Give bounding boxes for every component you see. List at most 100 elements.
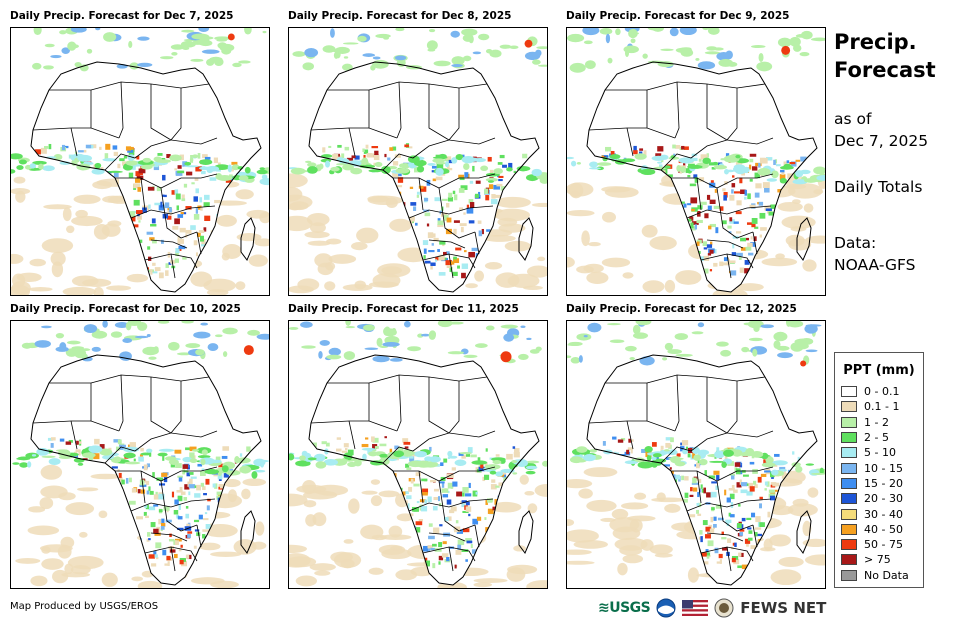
precip-cell <box>404 321 411 328</box>
precip-cell <box>492 506 497 511</box>
precip-cell <box>181 194 185 201</box>
precip-cell <box>346 157 354 161</box>
precip-cell <box>185 229 192 234</box>
precip-cell <box>176 205 180 211</box>
dry-patch <box>324 281 336 291</box>
precip-cell <box>213 157 219 164</box>
precip-cell <box>148 204 151 209</box>
country-border <box>327 382 398 432</box>
precip-cell <box>489 169 494 175</box>
precip-cell <box>728 512 731 517</box>
precip-cell <box>405 463 410 468</box>
precip-cell <box>706 492 712 498</box>
dry-patch <box>617 562 628 576</box>
precip-cell <box>446 557 450 562</box>
precip-cell <box>432 563 436 569</box>
dry-patch <box>309 563 336 571</box>
precip-cell <box>309 541 312 546</box>
precip-cell <box>607 323 621 326</box>
precip-cell <box>500 471 507 475</box>
precip-cell <box>46 224 51 230</box>
precip-cell <box>787 173 795 179</box>
precip-cell <box>430 262 436 266</box>
precip-cell <box>628 28 638 39</box>
precip-cell <box>193 519 200 523</box>
precip-cell <box>415 222 418 226</box>
precip-cell <box>161 522 166 527</box>
precip-cell <box>171 190 176 195</box>
precip-cell <box>431 243 434 246</box>
precip-cell <box>174 540 179 546</box>
dry-patch <box>675 270 702 285</box>
dry-patch <box>52 569 69 584</box>
precip-cell <box>244 166 251 174</box>
precip-cell <box>243 506 251 512</box>
dry-patch <box>640 539 654 551</box>
precip-cell <box>624 164 628 170</box>
precip-cell <box>226 261 233 267</box>
precip-cell <box>713 523 717 528</box>
precip-cell <box>739 532 744 536</box>
precip-cell <box>155 491 158 496</box>
dry-patch <box>314 570 331 576</box>
precip-cell <box>781 270 784 275</box>
precip-cell <box>78 171 86 177</box>
precip-cell <box>683 203 687 208</box>
precip-cell <box>489 470 497 475</box>
dry-patch <box>11 253 24 264</box>
precip-cell <box>598 536 605 541</box>
precip-cell <box>603 225 609 228</box>
precip-cell <box>532 539 537 544</box>
precip-cell <box>416 501 420 504</box>
precip-cell <box>59 438 65 442</box>
precip-cell <box>783 226 788 233</box>
precip-cell <box>771 476 774 479</box>
precip-cell <box>709 199 716 204</box>
precip-cell <box>240 209 244 212</box>
precip-cell <box>34 340 51 348</box>
precip-cell <box>372 253 376 257</box>
precip-cell <box>363 149 369 154</box>
precip-cell <box>460 185 468 190</box>
precip-cell <box>518 469 523 474</box>
dry-patch <box>777 201 803 212</box>
precip-cell <box>358 194 361 197</box>
dry-patch <box>368 567 384 575</box>
precip-cell <box>395 185 403 188</box>
precip-cell <box>657 231 664 235</box>
precip-cell <box>447 450 453 457</box>
precip-cell <box>388 497 392 503</box>
precip-cell <box>502 489 505 493</box>
precip-cell <box>601 172 605 178</box>
precip-cell <box>108 523 113 528</box>
precip-cell <box>446 202 450 208</box>
precip-cell <box>735 168 746 175</box>
precip-cell <box>697 502 702 508</box>
precip-cell <box>706 244 713 248</box>
dry-patch <box>351 242 368 251</box>
precip-cell <box>384 153 387 158</box>
precip-cell <box>755 516 761 523</box>
precip-cell <box>55 449 69 452</box>
precip-cell <box>690 487 693 492</box>
precip-cell <box>201 170 206 175</box>
dry-patch <box>289 285 314 294</box>
precip-cell <box>526 337 532 341</box>
legend-swatch <box>841 432 857 444</box>
precip-cell <box>176 352 192 356</box>
fews-net-logo: FEWS NET <box>740 599 827 617</box>
precip-cell <box>137 322 148 331</box>
precip-cell <box>747 527 752 530</box>
precip-cell <box>389 237 396 244</box>
precip-cell <box>450 30 460 38</box>
precip-cell <box>748 337 763 342</box>
precip-cell <box>611 166 618 172</box>
precip-cell <box>506 453 513 460</box>
precip-cell <box>786 491 791 498</box>
precip-cell <box>361 202 369 206</box>
precip-cell <box>652 220 656 223</box>
precip-cell <box>55 332 65 339</box>
precip-cell <box>311 462 315 467</box>
precip-cell <box>628 438 631 443</box>
precip-cell <box>433 527 440 534</box>
